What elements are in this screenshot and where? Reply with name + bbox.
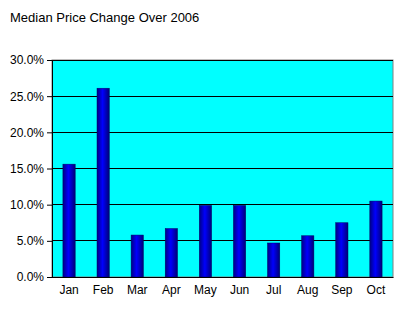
y-tick-label: 10.0% xyxy=(10,198,44,212)
bars xyxy=(63,88,382,277)
x-tick-label: Jul xyxy=(266,283,281,297)
plot-background xyxy=(52,60,393,277)
y-tick: 0.0% xyxy=(17,270,52,284)
bar xyxy=(63,164,75,277)
chart: Median Price Change Over 2006 0.0% 5.0% 10.… xyxy=(0,0,400,331)
x-tick: Sep xyxy=(331,277,353,297)
bar xyxy=(165,229,177,277)
x-tick: Aug xyxy=(297,277,318,297)
grid-line xyxy=(52,60,393,61)
y-tick-mark xyxy=(47,132,52,133)
y-tick-label: 20.0% xyxy=(10,126,44,140)
x-tick-label: Mar xyxy=(127,283,148,297)
y-tick-label: 5.0% xyxy=(17,234,45,248)
bar xyxy=(370,201,382,277)
x-tick-label: Jan xyxy=(59,283,78,297)
y-tick-mark xyxy=(47,205,52,206)
y-axis-line xyxy=(52,61,53,278)
x-tick-label: Apr xyxy=(162,283,181,297)
bar xyxy=(268,243,280,277)
x-tick: Feb xyxy=(93,277,114,297)
bar xyxy=(233,205,245,277)
x-axis: Jan Feb Mar Apr May Jun Jul Aug Sep Oct xyxy=(53,277,394,297)
y-tick-mark xyxy=(47,96,52,97)
x-tick-label: Feb xyxy=(93,283,114,297)
x-tick-label: Aug xyxy=(297,283,318,297)
bar xyxy=(336,223,348,277)
y-tick: 15.0% xyxy=(10,162,52,176)
bar xyxy=(131,235,143,277)
bar xyxy=(199,205,211,277)
chart-title: Median Price Change Over 2006 xyxy=(10,10,199,25)
y-tick: 20.0% xyxy=(10,126,52,140)
y-tick-label: 0.0% xyxy=(17,270,45,284)
x-tick: Mar xyxy=(127,277,148,297)
x-tick: May xyxy=(194,277,217,297)
x-tick: Jun xyxy=(230,277,249,297)
y-tick-mark xyxy=(47,277,52,278)
x-tick-label: Sep xyxy=(331,283,353,297)
y-tick: 30.0% xyxy=(10,53,52,67)
grid xyxy=(52,60,393,277)
y-tick: 10.0% xyxy=(10,198,52,212)
x-tick-label: Oct xyxy=(367,283,386,297)
x-tick: Jan xyxy=(59,277,78,297)
x-tick-label: Jun xyxy=(230,283,249,297)
bar xyxy=(302,236,314,277)
y-tick: 25.0% xyxy=(10,90,52,104)
y-axis: 0.0% 5.0% 10.0% 15.0% 20.0% 25.0% 30.0% xyxy=(10,53,53,284)
y-tick: 5.0% xyxy=(17,234,52,248)
y-tick-label: 15.0% xyxy=(10,162,44,176)
x-tick-label: May xyxy=(194,283,217,297)
bar xyxy=(97,88,109,277)
y-tick-mark xyxy=(47,169,52,170)
plot: 0.0% 5.0% 10.0% 15.0% 20.0% 25.0% 30.0% Jan Feb M… xyxy=(10,53,394,296)
x-tick: Oct xyxy=(367,277,386,297)
y-tick-mark xyxy=(47,60,52,61)
x-tick: Apr xyxy=(162,277,181,297)
y-tick-label: 30.0% xyxy=(10,53,44,67)
x-axis-line xyxy=(53,277,394,278)
x-tick: Jul xyxy=(266,277,281,297)
y-tick-label: 25.0% xyxy=(10,90,44,104)
y-tick-mark xyxy=(47,241,52,242)
